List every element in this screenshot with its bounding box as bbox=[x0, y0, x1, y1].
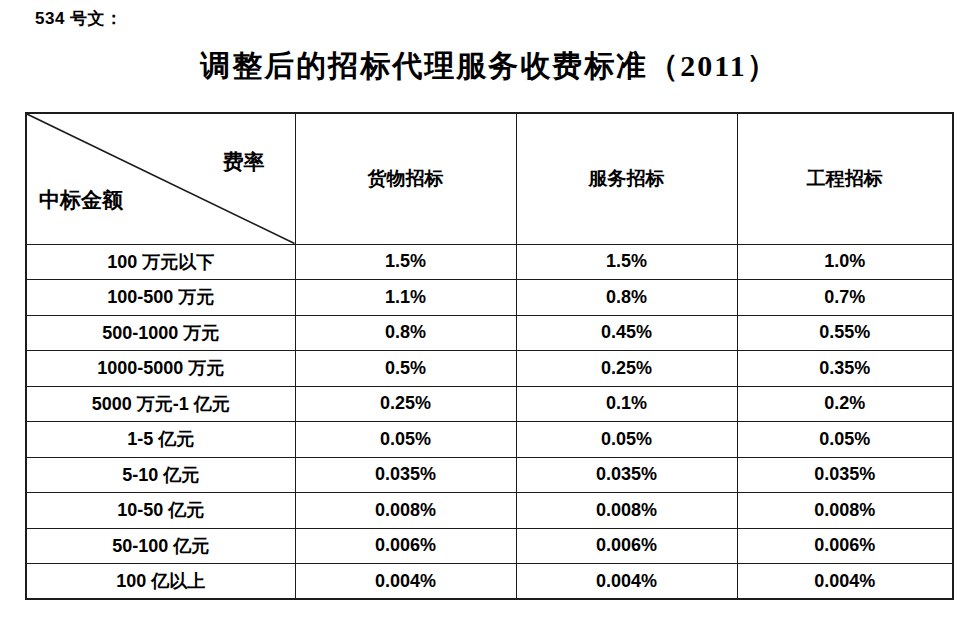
row-label-cell: 100 万元以下 bbox=[26, 244, 295, 280]
column-header-engineering: 工程招标 bbox=[737, 113, 953, 244]
row-label-cell: 100-500 万元 bbox=[26, 280, 295, 316]
rate-cell: 0.008% bbox=[737, 493, 953, 529]
row-label-cell: 1-5 亿元 bbox=[26, 422, 295, 458]
rate-cell: 0.25% bbox=[516, 351, 737, 387]
column-header-goods: 货物招标 bbox=[295, 113, 516, 244]
row-label-cell: 5000 万元-1 亿元 bbox=[26, 386, 295, 422]
row-label-cell: 100 亿以上 bbox=[26, 564, 295, 600]
table-row: 500-1000 万元 0.8% 0.45% 0.55% bbox=[26, 315, 953, 351]
table-row: 5-10 亿元 0.035% 0.035% 0.035% bbox=[26, 457, 953, 493]
rate-cell: 0.008% bbox=[516, 493, 737, 529]
row-label-cell: 1000-5000 万元 bbox=[26, 351, 295, 387]
rate-cell: 1.0% bbox=[737, 244, 953, 280]
corner-label-bid-amount: 中标金额 bbox=[39, 186, 123, 214]
row-label-cell: 10-50 亿元 bbox=[26, 493, 295, 529]
rate-cell: 0.8% bbox=[295, 315, 516, 351]
rate-cell: 0.035% bbox=[516, 457, 737, 493]
rate-cell: 0.004% bbox=[295, 564, 516, 600]
rate-cell: 1.5% bbox=[295, 244, 516, 280]
rate-cell: 0.05% bbox=[295, 422, 516, 458]
rate-cell: 0.2% bbox=[737, 386, 953, 422]
table-row: 100 亿以上 0.004% 0.004% 0.004% bbox=[26, 564, 953, 600]
table-row: 5000 万元-1 亿元 0.25% 0.1% 0.2% bbox=[26, 386, 953, 422]
rate-cell: 0.5% bbox=[295, 351, 516, 387]
row-label-cell: 50-100 亿元 bbox=[26, 528, 295, 564]
rate-cell: 0.55% bbox=[737, 315, 953, 351]
row-label-cell: 500-1000 万元 bbox=[26, 315, 295, 351]
document-title: 调整后的招标代理服务收费标准（2011） bbox=[0, 46, 979, 87]
fee-standard-table: 费率 中标金额 货物招标 服务招标 工程招标 100 万元以下 1.5% 1.5… bbox=[25, 112, 954, 600]
rate-cell: 0.004% bbox=[516, 564, 737, 600]
rate-cell: 0.1% bbox=[516, 386, 737, 422]
rate-cell: 0.004% bbox=[737, 564, 953, 600]
corner-label-fee-rate: 费率 bbox=[223, 148, 265, 176]
rate-cell: 0.35% bbox=[737, 351, 953, 387]
rate-cell: 0.035% bbox=[295, 457, 516, 493]
column-header-service: 服务招标 bbox=[516, 113, 737, 244]
rate-cell: 0.035% bbox=[737, 457, 953, 493]
table-row: 100-500 万元 1.1% 0.8% 0.7% bbox=[26, 280, 953, 316]
document-page: 534 号文： 调整后的招标代理服务收费标准（2011） 费率 中标金额 货物招… bbox=[0, 0, 979, 629]
table-row: 10-50 亿元 0.008% 0.008% 0.008% bbox=[26, 493, 953, 529]
rate-cell: 0.45% bbox=[516, 315, 737, 351]
rate-cell: 0.7% bbox=[737, 280, 953, 316]
diagonal-line bbox=[27, 114, 295, 244]
table-row: 1000-5000 万元 0.5% 0.25% 0.35% bbox=[26, 351, 953, 387]
rate-cell: 0.05% bbox=[737, 422, 953, 458]
rate-cell: 0.008% bbox=[295, 493, 516, 529]
rate-cell: 0.8% bbox=[516, 280, 737, 316]
corner-cell: 费率 中标金额 bbox=[26, 113, 295, 244]
table-row: 50-100 亿元 0.006% 0.006% 0.006% bbox=[26, 528, 953, 564]
row-label-cell: 5-10 亿元 bbox=[26, 457, 295, 493]
table-row: 100 万元以下 1.5% 1.5% 1.0% bbox=[26, 244, 953, 280]
rate-cell: 0.006% bbox=[295, 528, 516, 564]
rate-cell: 0.006% bbox=[737, 528, 953, 564]
table-row: 1-5 亿元 0.05% 0.05% 0.05% bbox=[26, 422, 953, 458]
rate-cell: 1.5% bbox=[516, 244, 737, 280]
header-row: 费率 中标金额 货物招标 服务招标 工程招标 bbox=[26, 113, 953, 244]
rate-cell: 1.1% bbox=[295, 280, 516, 316]
rate-cell: 0.006% bbox=[516, 528, 737, 564]
rate-cell: 0.05% bbox=[516, 422, 737, 458]
rate-cell: 0.25% bbox=[295, 386, 516, 422]
doc-number-label: 534 号文： bbox=[35, 7, 123, 30]
